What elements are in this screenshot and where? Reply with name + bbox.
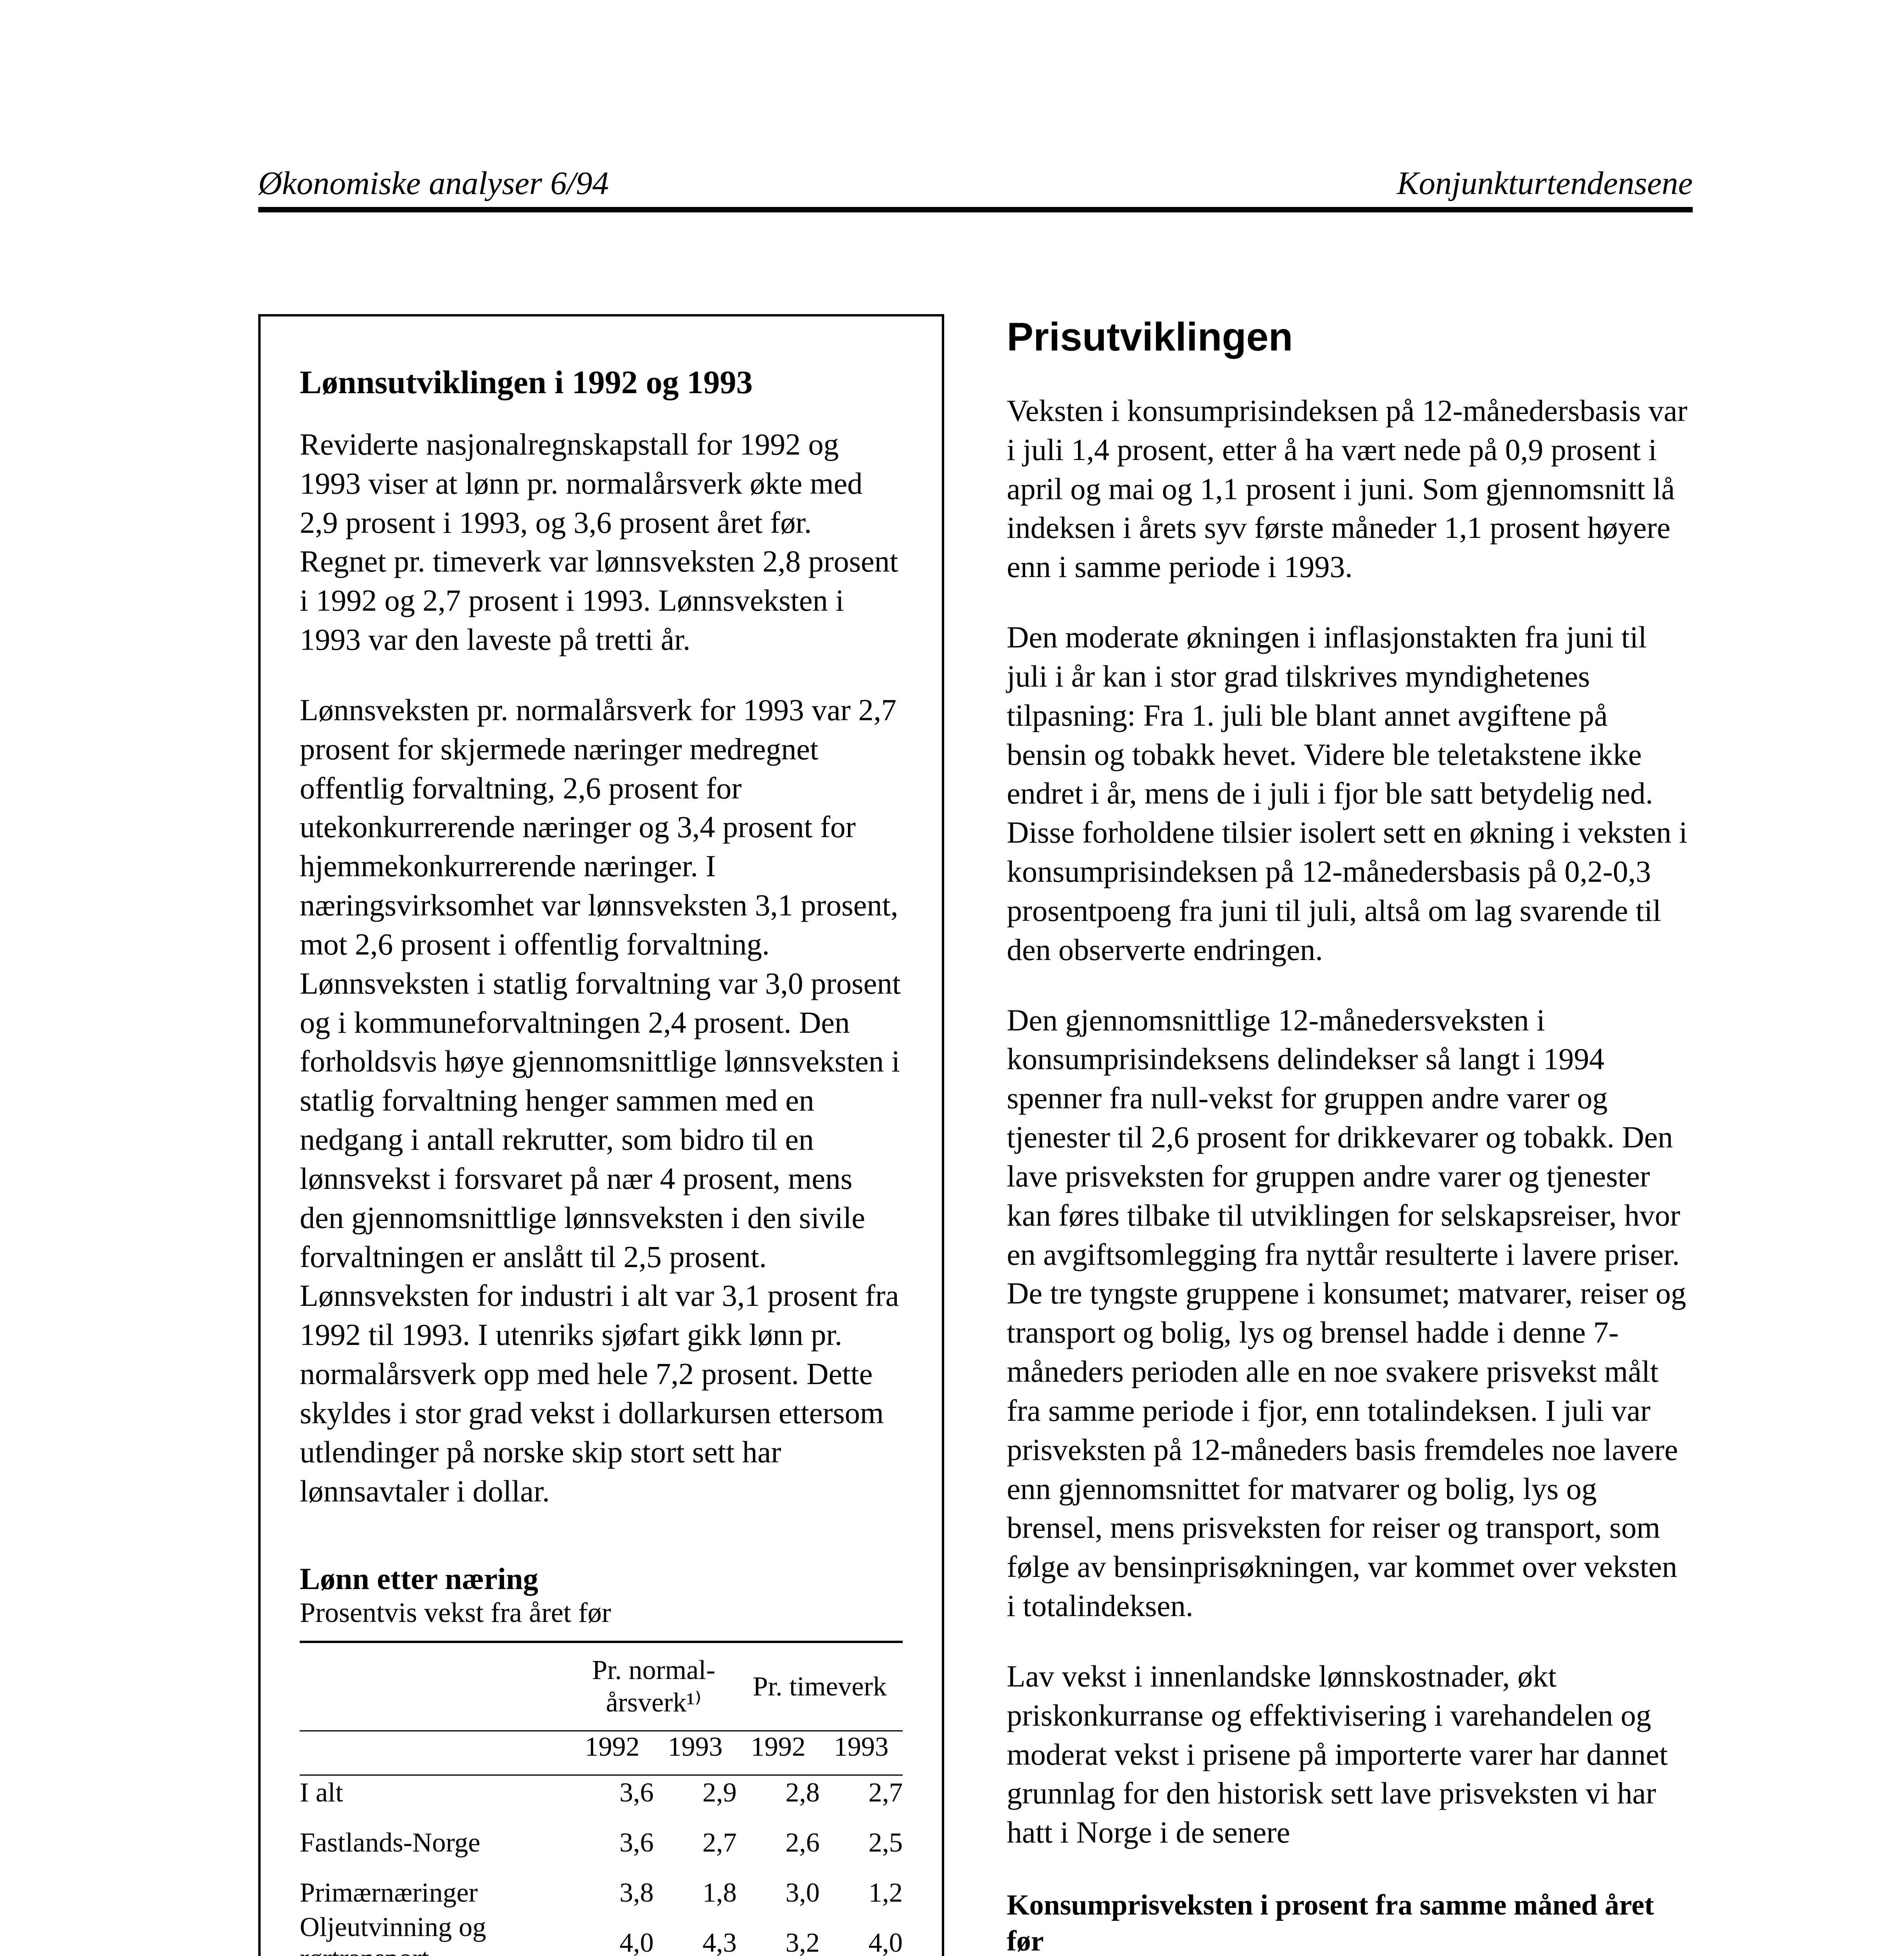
table-row-label: Primærnæringer (300, 1876, 570, 1910)
right-p3: Den gjennomsnittlige 12-månedersveksten … (1007, 1001, 1693, 1625)
table-cell: 2,5 (820, 1826, 903, 1860)
table-cell: 4,3 (654, 1910, 737, 1956)
box-paragraph-1: Reviderte nasjonalregnskapstall for 1992… (300, 425, 903, 659)
table-cell: 2,8 (737, 1776, 820, 1810)
two-column-layout: Lønnsutviklingen i 1992 og 1993 Revidert… (258, 314, 1693, 1956)
table-group-header-1: Pr. normal- årsverk¹⁾ (570, 1643, 736, 1730)
chart-title: Konsumprisveksten i prosent fra samme må… (1007, 1887, 1693, 1956)
table-year-3: 1992 (737, 1731, 820, 1774)
wage-box: Lønnsutviklingen i 1992 og 1993 Revidert… (258, 314, 944, 1956)
right-column: Prisutviklingen Veksten i konsumprisinde… (1007, 314, 1693, 1956)
table-row-label: Oljeutvinning og rørtransport (300, 1910, 570, 1956)
table-row: I alt3,62,92,82,7 (300, 1776, 903, 1810)
left-column: Lønnsutviklingen i 1992 og 1993 Revidert… (258, 314, 944, 1956)
table-row: Fastlands-Norge3,62,72,62,5 (300, 1826, 903, 1860)
box-title: Lønnsutviklingen i 1992 og 1993 (300, 363, 903, 401)
table-row: Oljeutvinning og rørtransport4,04,33,24,… (300, 1910, 903, 1956)
table-year-2: 1993 (654, 1731, 737, 1774)
table-cell: 1,8 (654, 1876, 737, 1910)
header-left: Økonomiske analyser 6/94 (258, 164, 609, 202)
table-subtitle: Prosentvis vekst fra året før (300, 1596, 903, 1629)
table-cell: 4,0 (570, 1910, 653, 1956)
table-cell: 4,0 (820, 1910, 903, 1956)
table-cell: 3,8 (570, 1876, 653, 1910)
table-cell: 2,7 (820, 1776, 903, 1810)
right-p1: Veksten i konsumprisindeksen på 12-måned… (1007, 391, 1693, 586)
table-cell: 3,0 (737, 1876, 820, 1910)
box-paragraph-2: Lønnsveksten pr. normalårsverk for 1993 … (300, 690, 903, 1510)
table-title: Lønn etter næring (300, 1561, 903, 1596)
table-row: Primærnæringer3,81,83,01,2 (300, 1876, 903, 1910)
table-spacer-row (300, 1860, 903, 1876)
table-row-label: Fastlands-Norge (300, 1826, 570, 1860)
table-cell: 1,2 (820, 1876, 903, 1910)
right-p2: Den moderate økningen i inflasjonstakten… (1007, 618, 1693, 969)
table-cell: 2,9 (654, 1776, 737, 1810)
table-year-4: 1993 (820, 1731, 903, 1774)
table-group-header-row: Pr. normal- årsverk¹⁾ Pr. timeverk (300, 1643, 903, 1730)
table-cell: 2,7 (654, 1826, 737, 1860)
wage-table: Pr. normal- årsverk¹⁾ Pr. timeverk 1992 … (300, 1643, 903, 1956)
table-year-header-row: 1992 1993 1992 1993 (300, 1731, 903, 1774)
header-right: Konjunkturtendensene (1397, 164, 1693, 202)
page-header: Økonomiske analyser 6/94 Konjunkturtende… (258, 164, 1693, 212)
table-spacer-row (300, 1810, 903, 1826)
table-cell: 3,6 (570, 1776, 653, 1810)
table-group-header-2: Pr. timeverk (737, 1643, 903, 1730)
table-cell: 3,6 (570, 1826, 653, 1860)
table-row-label: I alt (300, 1776, 570, 1810)
right-text: Veksten i konsumprisindeksen på 12-måned… (1007, 391, 1693, 1852)
right-p4: Lav vekst i innenlandske lønnskostnader,… (1007, 1657, 1693, 1852)
right-title: Prisutviklingen (1007, 314, 1693, 360)
table-cell: 2,6 (737, 1826, 820, 1860)
table-year-1: 1992 (570, 1731, 653, 1774)
table-cell: 3,2 (737, 1910, 820, 1956)
